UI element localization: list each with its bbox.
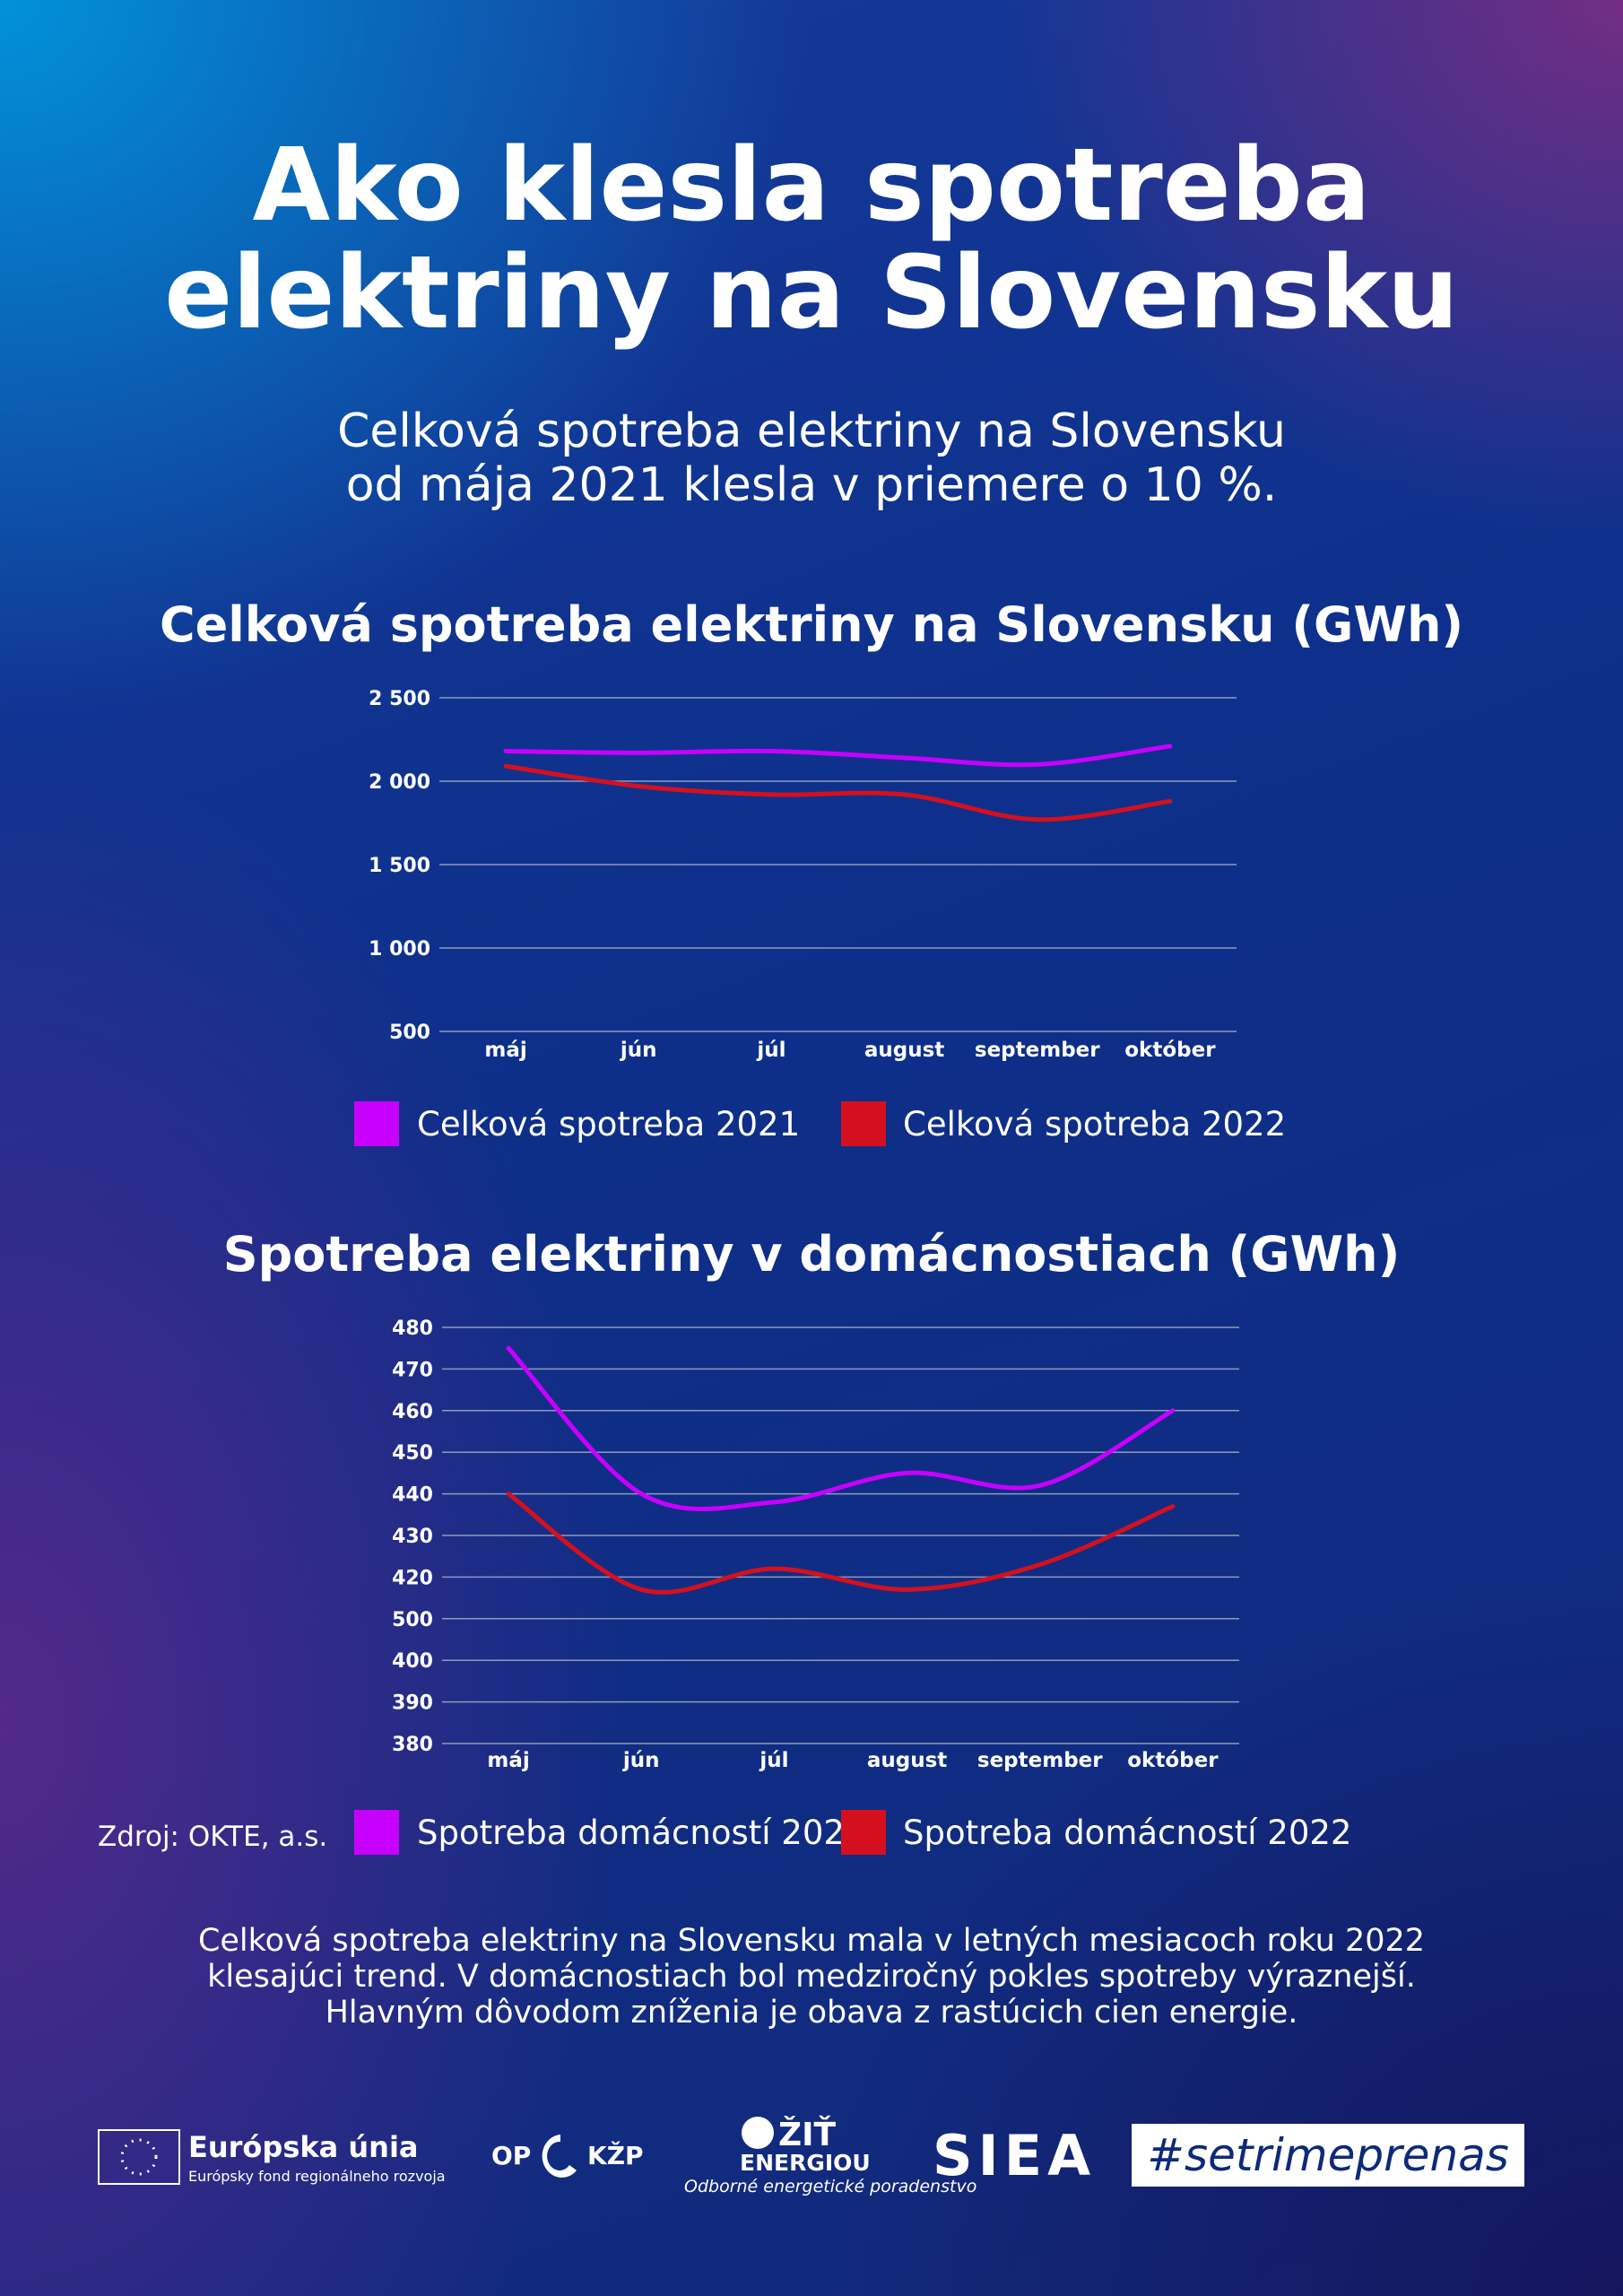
x-tick-label: máj	[484, 1039, 526, 1062]
logo-text: Európsky fond regionálneho rozvoja	[188, 2168, 446, 2185]
legend-swatch	[354, 1101, 399, 1146]
y-tick-label: 420	[392, 1567, 433, 1589]
legend-swatch	[841, 1101, 886, 1146]
summary: klesajúci trend. V domácnostiach bol med…	[207, 1959, 1416, 1995]
eu-stars	[120, 2138, 158, 2176]
logo-text: Odborné energetické poradenstvo	[684, 2177, 976, 2196]
x-tick-label: august	[864, 1039, 944, 1062]
line	[506, 1345, 1176, 1512]
legend-swatch	[354, 1810, 399, 1855]
y-tick-label: 380	[392, 1734, 433, 1756]
y-tick-label: 390	[392, 1692, 433, 1715]
legend-label: Celková spotreba 2022	[903, 1105, 1286, 1144]
y-tick-label: 500	[392, 1609, 433, 1631]
legend-label: Celková spotreba 2021	[417, 1105, 800, 1144]
logo-text: Európska únia	[188, 2130, 419, 2164]
logo-text: ŽIŤ	[778, 2116, 836, 2153]
summary: Hlavným dôvodom zníženia je obava z rast…	[325, 1995, 1298, 2031]
y-tick-label: 440	[392, 1484, 433, 1507]
eu-logo: Európska únia Európsky fond regionálneho…	[98, 2129, 446, 2185]
globe	[742, 2117, 774, 2149]
x-tick-label: august	[867, 1749, 947, 1772]
y-tick-label: 470	[392, 1359, 433, 1381]
y-tick-label: 450	[392, 1442, 433, 1465]
x-tick-label: máj	[487, 1749, 529, 1772]
title: Ako klesla spotreba	[253, 127, 1371, 244]
x-tick-label: september	[977, 1749, 1103, 1772]
leaf	[542, 2135, 577, 2178]
legend-swatch	[841, 1810, 886, 1855]
line	[506, 1492, 1176, 1595]
chart-title: Spotreba elektriny v domácnostiach (GWh)	[223, 1226, 1401, 1283]
line	[503, 744, 1173, 768]
y-tick-label: 500	[389, 1022, 430, 1044]
x-tick-label: október	[1127, 1749, 1219, 1772]
siea-logo: SIEA	[933, 2123, 1096, 2188]
logo-text: KŽP	[587, 2140, 644, 2170]
zit-logo: ŽIŤ ENERGIOU Odborné energetické poraden…	[684, 2116, 976, 2196]
source: Zdroj: OKTE, a.s.	[98, 1821, 327, 1853]
legend-label: Spotreba domácností 2022	[903, 1813, 1351, 1852]
subtitle: Celková spotreba elektriny na Slovensku	[337, 404, 1286, 458]
y-tick-label: 430	[392, 1526, 433, 1548]
x-tick-label: október	[1124, 1039, 1216, 1062]
chart-title: Celková spotreba elektriny na Slovensku …	[160, 596, 1463, 653]
x-tick-label: júl	[759, 1749, 788, 1772]
subtitle: od mája 2021 klesla v priemere o 10 %.	[346, 458, 1278, 512]
legend-label: Spotreba domácností 2021	[417, 1813, 865, 1852]
line	[503, 763, 1173, 822]
x-tick-label: jún	[620, 1039, 657, 1062]
hashtag: #setrimeprenas	[1147, 2129, 1509, 2181]
op-kzp-logo: OP KŽP	[491, 2135, 644, 2178]
x-tick-label: september	[975, 1039, 1100, 1062]
y-tick-label: 1 500	[369, 855, 430, 877]
eu-flag	[98, 2129, 180, 2185]
x-tick-label: júl	[756, 1039, 785, 1062]
y-tick-label: 460	[392, 1401, 433, 1423]
y-tick-label: 2 000	[369, 771, 430, 794]
x-tick-label: jún	[622, 1749, 660, 1772]
title: elektriny na Slovensku	[164, 235, 1459, 352]
y-tick-label: 2 500	[369, 688, 430, 710]
y-tick-label: 400	[392, 1650, 433, 1673]
y-tick-label: 1 000	[369, 938, 430, 961]
summary: Celková spotreba elektriny na Slovensku …	[198, 1923, 1425, 1959]
hashtag-box	[1132, 2124, 1524, 2187]
logo-text: OP	[491, 2141, 531, 2170]
y-tick-label: 480	[392, 1318, 433, 1340]
logo-text: ENERGIOU	[740, 2150, 871, 2176]
